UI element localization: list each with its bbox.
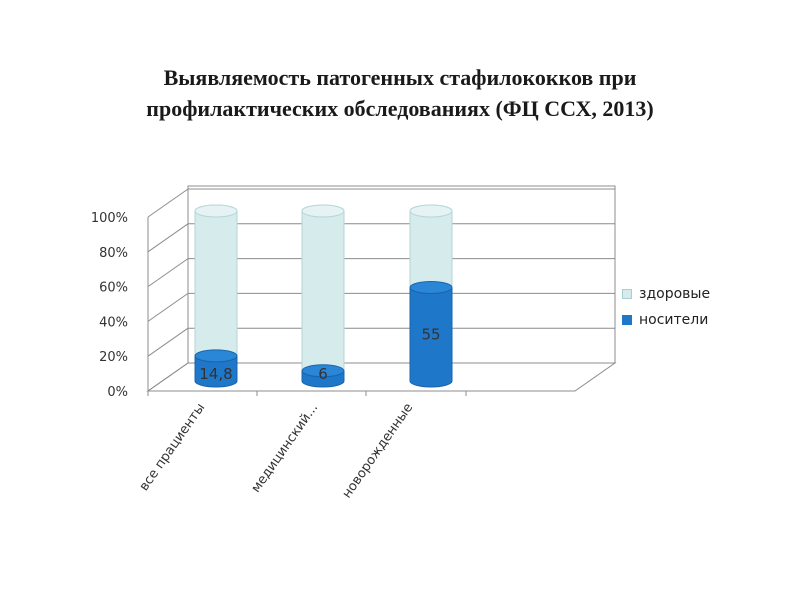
bar-carriers-top (194, 349, 238, 363)
legend-swatch-carriers (622, 315, 632, 325)
bar-healthy (301, 204, 345, 378)
legend-label-healthy: здоровые (639, 286, 711, 302)
chart-title-line-1: Выявляемость патогенных стафилококков пр… (163, 65, 637, 90)
x-category-label: новорожденные (340, 401, 417, 502)
bar-healthy-top (409, 204, 453, 218)
bar-healthy-top (301, 204, 345, 218)
legend-item-healthy: здоровые (622, 281, 710, 307)
x-category-label: медицинский... (249, 401, 322, 496)
gridline-side (147, 258, 189, 288)
bar-carriers-top (301, 364, 345, 378)
gridline-side (147, 362, 189, 392)
y-tick-label: 0% (107, 385, 128, 400)
data-label: 14,8 (199, 365, 232, 383)
back-wall (187, 185, 616, 364)
chart-title-line-2: профилактических обследованиях (ФЦ ССХ, … (146, 96, 654, 121)
x-category-label: все прациенты (137, 401, 209, 494)
data-label: 55 (421, 326, 440, 344)
y-tick-label: 60% (99, 281, 128, 296)
chart-title: Выявляемость патогенных стафилококков пр… (40, 62, 760, 124)
y-tick-label: 80% (99, 246, 128, 261)
bar-healthy (194, 204, 238, 363)
gridline-side (147, 292, 189, 322)
gridline-side (147, 223, 189, 253)
y-tick-label: 20% (99, 350, 128, 365)
legend-swatch-healthy (622, 289, 632, 299)
bar-healthy-top (194, 204, 238, 218)
y-tick-label: 40% (99, 315, 128, 330)
gridline-side (147, 188, 189, 218)
bar-carriers-top (409, 281, 453, 294)
y-tick-label: 100% (91, 211, 128, 226)
bar-healthy (409, 204, 453, 294)
gridline-side (147, 327, 189, 357)
legend: здоровые носители (622, 281, 710, 333)
legend-item-carriers: носители (622, 307, 710, 333)
data-label: 6 (318, 365, 328, 383)
legend-label-carriers: носители (639, 312, 709, 328)
